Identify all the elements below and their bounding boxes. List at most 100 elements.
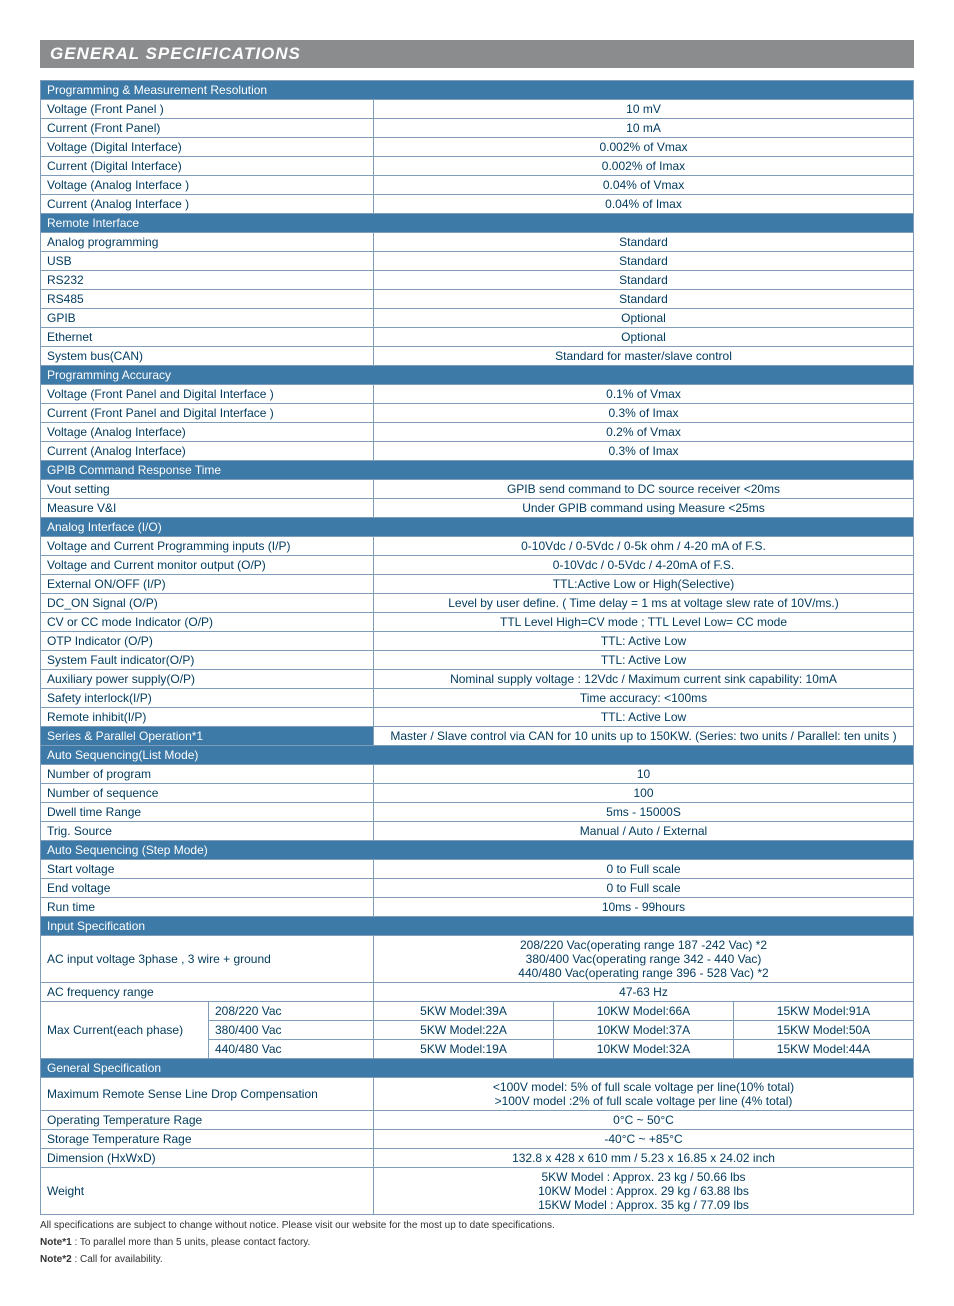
row-label: OTP Indicator (O/P) xyxy=(41,632,374,651)
max-current-value: 15KW Model:44A xyxy=(734,1040,914,1059)
spec-table: Programming & Measurement Resolution Vol… xyxy=(40,80,914,1215)
max-current-value: 5KW Model:19A xyxy=(374,1040,554,1059)
table-row: Voltage (Front Panel and Digital Interfa… xyxy=(41,385,914,404)
row-value: 0.002% of Vmax xyxy=(374,138,914,157)
section-label: General Specification xyxy=(41,1059,914,1078)
max-current-voltage: 208/220 Vac xyxy=(209,1002,374,1021)
ac-freq-label: AC frequency range xyxy=(41,983,374,1002)
row-label: Current (Front Panel) xyxy=(41,119,374,138)
footer-note-1: All specifications are subject to change… xyxy=(40,1219,914,1232)
table-row: RS485Standard xyxy=(41,290,914,309)
section-header-auto-step: Auto Sequencing (Step Mode) xyxy=(41,841,914,860)
row-value: Under GPIB command using Measure <25ms xyxy=(374,499,914,518)
row-label: Operating Temperature Rage xyxy=(41,1111,374,1130)
row-value: 10 mV xyxy=(374,100,914,119)
row-label: End voltage xyxy=(41,879,374,898)
row-label: Remote inhibit(I/P) xyxy=(41,708,374,727)
table-row: Auxiliary power supply(O/P)Nominal suppl… xyxy=(41,670,914,689)
row-value: TTL: Active Low xyxy=(374,708,914,727)
row-value: TTL: Active Low xyxy=(374,632,914,651)
row-value: 0 to Full scale xyxy=(374,860,914,879)
section-header-prog-acc: Programming Accuracy xyxy=(41,366,914,385)
section-label: Programming & Measurement Resolution xyxy=(41,81,914,100)
row-label: Voltage and Current Programming inputs (… xyxy=(41,537,374,556)
table-row: Number of sequence100 xyxy=(41,784,914,803)
row-label: USB xyxy=(41,252,374,271)
table-row: Safety interlock(I/P)Time accuracy: <100… xyxy=(41,689,914,708)
ac-freq-row: AC frequency range 47-63 Hz xyxy=(41,983,914,1002)
section-label: GPIB Command Response Time xyxy=(41,461,914,480)
row-label: Number of program xyxy=(41,765,374,784)
ac-input-value: 208/220 Vac(operating range 187 -242 Vac… xyxy=(374,936,914,983)
series-parallel-label: Series & Parallel Operation*1 xyxy=(41,727,374,746)
section-header-analog-io: Analog Interface (I/O) xyxy=(41,518,914,537)
table-row: Current (Digital Interface)0.002% of Ima… xyxy=(41,157,914,176)
max-current-value: 10KW Model:32A xyxy=(554,1040,734,1059)
table-row: System bus(CAN)Standard for master/slave… xyxy=(41,347,914,366)
row-value: 0°C ~ 50°C xyxy=(374,1111,914,1130)
section-label: Analog Interface (I/O) xyxy=(41,518,914,537)
row-value: 0.3% of Imax xyxy=(374,404,914,423)
max-current-value: 10KW Model:37A xyxy=(554,1021,734,1040)
row-value: Optional xyxy=(374,328,914,347)
table-row: Analog programmingStandard xyxy=(41,233,914,252)
row-value: TTL Level High=CV mode ; TTL Level Low= … xyxy=(374,613,914,632)
max-current-value: 15KW Model:91A xyxy=(734,1002,914,1021)
table-row: Current (Front Panel)10 mA xyxy=(41,119,914,138)
row-label: Storage Temperature Rage xyxy=(41,1130,374,1149)
row-label: GPIB xyxy=(41,309,374,328)
row-label: Voltage (Analog Interface) xyxy=(41,423,374,442)
section-label: Auto Sequencing(List Mode) xyxy=(41,746,914,765)
table-row: Current (Analog Interface )0.04% of Imax xyxy=(41,195,914,214)
section-header-auto-list: Auto Sequencing(List Mode) xyxy=(41,746,914,765)
section-label: Programming Accuracy xyxy=(41,366,914,385)
weight-row: Weight 5KW Model : Approx. 23 kg / 50.66… xyxy=(41,1168,914,1215)
remote-sense-row: Maximum Remote Sense Line Drop Compensat… xyxy=(41,1078,914,1111)
table-row: DC_ON Signal (O/P)Level by user define. … xyxy=(41,594,914,613)
row-value: 0.002% of Imax xyxy=(374,157,914,176)
row-label: Measure V&I xyxy=(41,499,374,518)
row-label: Ethernet xyxy=(41,328,374,347)
table-row: Vout settingGPIB send command to DC sour… xyxy=(41,480,914,499)
table-row: Voltage (Digital Interface)0.002% of Vma… xyxy=(41,138,914,157)
section-label: Input Specification xyxy=(41,917,914,936)
row-label: DC_ON Signal (O/P) xyxy=(41,594,374,613)
row-value: Manual / Auto / External xyxy=(374,822,914,841)
ac-freq-value: 47-63 Hz xyxy=(374,983,914,1002)
row-label: Start voltage xyxy=(41,860,374,879)
weight-value: 5KW Model : Approx. 23 kg / 50.66 lbs 10… xyxy=(374,1168,914,1215)
row-label: Analog programming xyxy=(41,233,374,252)
table-row: EthernetOptional xyxy=(41,328,914,347)
footer-note-3: Note*2 : Call for availability. xyxy=(40,1253,914,1266)
row-value: 0-10Vdc / 0-5Vdc / 4-20mA of F.S. xyxy=(374,556,914,575)
row-value: GPIB send command to DC source receiver … xyxy=(374,480,914,499)
row-label: Voltage (Analog Interface ) xyxy=(41,176,374,195)
row-label: Voltage and Current monitor output (O/P) xyxy=(41,556,374,575)
row-label: External ON/OFF (I/P) xyxy=(41,575,374,594)
remote-sense-label: Maximum Remote Sense Line Drop Compensat… xyxy=(41,1078,374,1111)
row-value: Level by user define. ( Time delay = 1 m… xyxy=(374,594,914,613)
row-label: System Fault indicator(O/P) xyxy=(41,651,374,670)
series-parallel-row: Series & Parallel Operation*1 Master / S… xyxy=(41,727,914,746)
row-label: Number of sequence xyxy=(41,784,374,803)
table-row: GPIBOptional xyxy=(41,309,914,328)
row-label: Dwell time Range xyxy=(41,803,374,822)
row-label: Voltage (Front Panel ) xyxy=(41,100,374,119)
table-row: Storage Temperature Rage-40°C ~ +85°C xyxy=(41,1130,914,1149)
row-value: -40°C ~ +85°C xyxy=(374,1130,914,1149)
max-current-voltage: 380/400 Vac xyxy=(209,1021,374,1040)
row-label: System bus(CAN) xyxy=(41,347,374,366)
row-value: 10 mA xyxy=(374,119,914,138)
row-label: Voltage (Digital Interface) xyxy=(41,138,374,157)
row-value: 0 to Full scale xyxy=(374,879,914,898)
table-row: Current (Analog Interface)0.3% of Imax xyxy=(41,442,914,461)
max-current-value: 10KW Model:66A xyxy=(554,1002,734,1021)
row-label: Current (Analog Interface) xyxy=(41,442,374,461)
row-value: Standard xyxy=(374,252,914,271)
row-value: 132.8 x 428 x 610 mm / 5.23 x 16.85 x 24… xyxy=(374,1149,914,1168)
table-row: Run time10ms - 99hours xyxy=(41,898,914,917)
row-label: Current (Front Panel and Digital Interfa… xyxy=(41,404,374,423)
series-parallel-value: Master / Slave control via CAN for 10 un… xyxy=(374,727,914,746)
table-row: Voltage (Analog Interface )0.04% of Vmax xyxy=(41,176,914,195)
max-current-voltage: 440/480 Vac xyxy=(209,1040,374,1059)
